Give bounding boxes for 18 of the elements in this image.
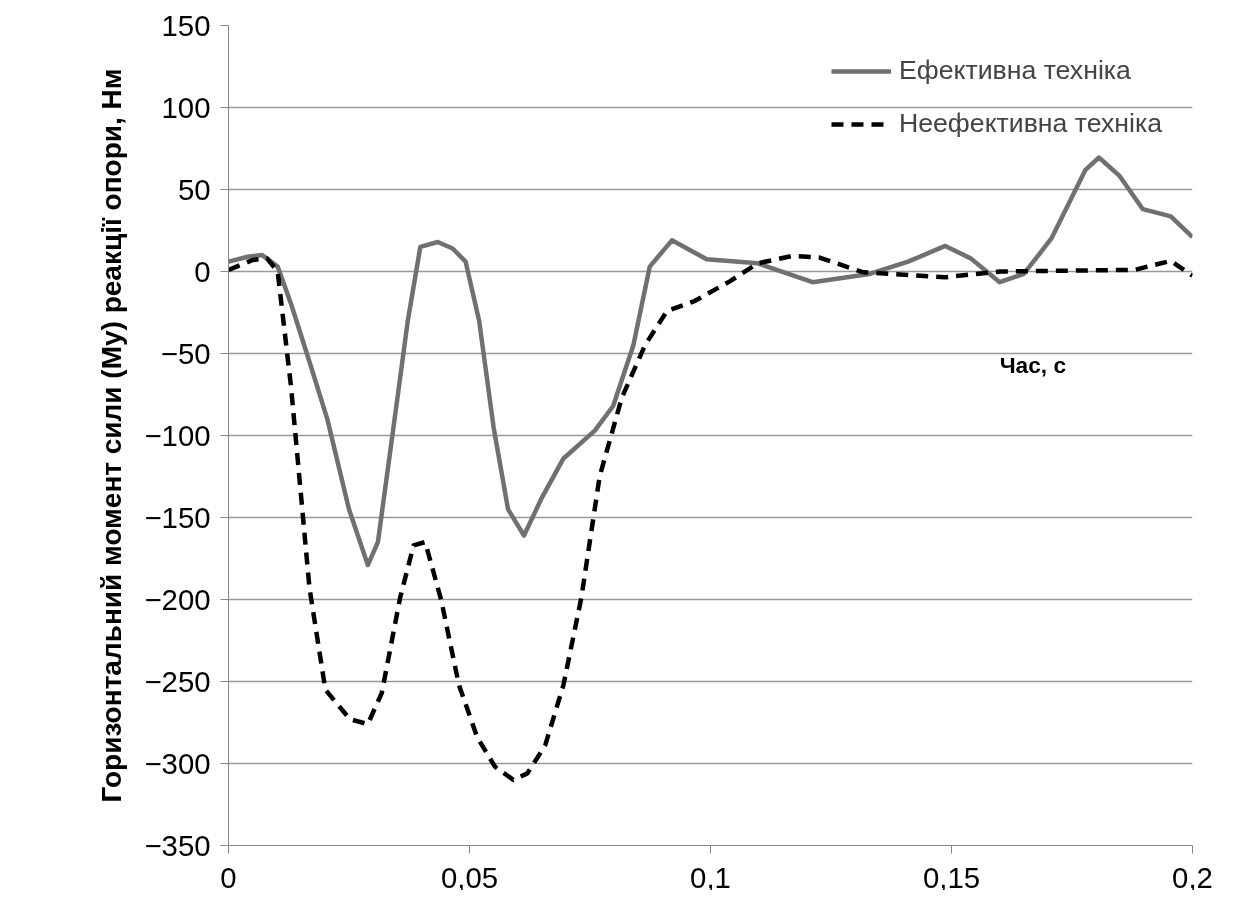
y-tick-label: 50 (177, 172, 211, 206)
line-series (228, 155, 1193, 568)
y-tick-label: −250 (144, 664, 211, 698)
y-tick-label: −200 (144, 582, 211, 616)
x-tick-label: 0 (220, 860, 237, 894)
legend-label: Неефективна техніка (898, 108, 1162, 139)
y-axis-title: Горизонтальний момент сили (My) реакції опори, Нм (96, 68, 128, 803)
y-tick-label: −50 (160, 336, 211, 370)
y-tick-label: 150 (161, 8, 211, 42)
legend-label: Ефективна техніка (898, 55, 1131, 86)
y-tick-label: 0 (194, 254, 211, 288)
x-axis-title: Час, с (999, 352, 1067, 379)
y-tick-label: −100 (144, 418, 211, 452)
line-series (228, 253, 1193, 783)
y-tick-label: 100 (161, 90, 211, 124)
y-tick-label: −300 (144, 746, 211, 780)
y-tick-label: −350 (144, 828, 211, 862)
y-tick-label: −150 (144, 500, 211, 534)
